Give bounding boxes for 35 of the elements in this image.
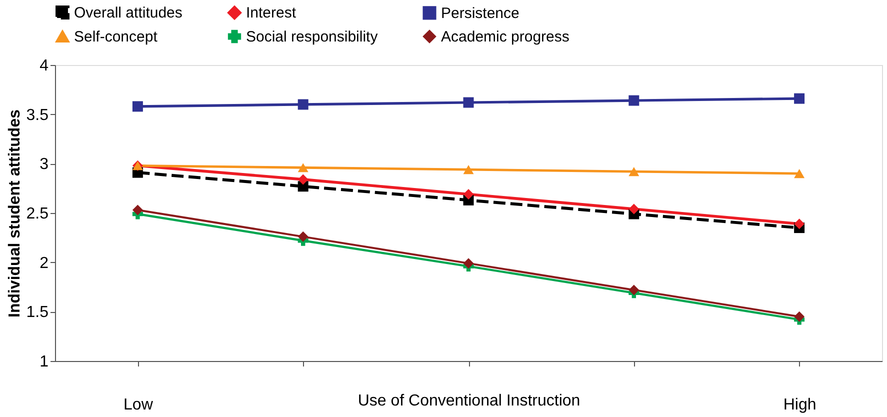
- point: [628, 204, 640, 214]
- legend-label: Persistence: [441, 4, 520, 22]
- legend-label: Social responsibility: [246, 28, 378, 46]
- y-tick-label: 1: [40, 354, 49, 370]
- y-tick-label: 1.5: [26, 304, 49, 322]
- point: [463, 189, 474, 200]
- y-tick-label: 2: [40, 254, 49, 272]
- point: [628, 95, 640, 106]
- point: [298, 99, 308, 110]
- y-tick-label: 3: [40, 156, 49, 174]
- point: [463, 97, 474, 108]
- point: [298, 163, 308, 172]
- legend-label: Interest: [246, 4, 297, 22]
- y-tick-label: 3.5: [26, 106, 49, 124]
- point: [794, 168, 805, 178]
- point: [628, 167, 640, 176]
- point: [794, 311, 805, 322]
- x-axis-title: Use of Conventional Instruction: [358, 392, 580, 410]
- x-tick-label: High: [783, 396, 816, 414]
- y-tick-label: 2.5: [26, 206, 49, 222]
- point: [794, 93, 805, 104]
- point: [298, 231, 308, 242]
- point: [132, 101, 143, 112]
- y-axis-title: Individual student attitudes: [6, 109, 24, 318]
- point: [463, 258, 474, 269]
- point: [794, 218, 805, 230]
- y-tick-label: 4: [40, 58, 49, 74]
- point: [463, 165, 474, 174]
- legend-label: Self-concept: [74, 28, 158, 46]
- legend-label: Academic progress: [441, 28, 570, 46]
- point: [628, 284, 640, 296]
- point: [298, 174, 308, 185]
- legend-label: Overall attitudes: [74, 4, 182, 22]
- point: [132, 204, 143, 216]
- x-tick-label: Low: [124, 396, 154, 414]
